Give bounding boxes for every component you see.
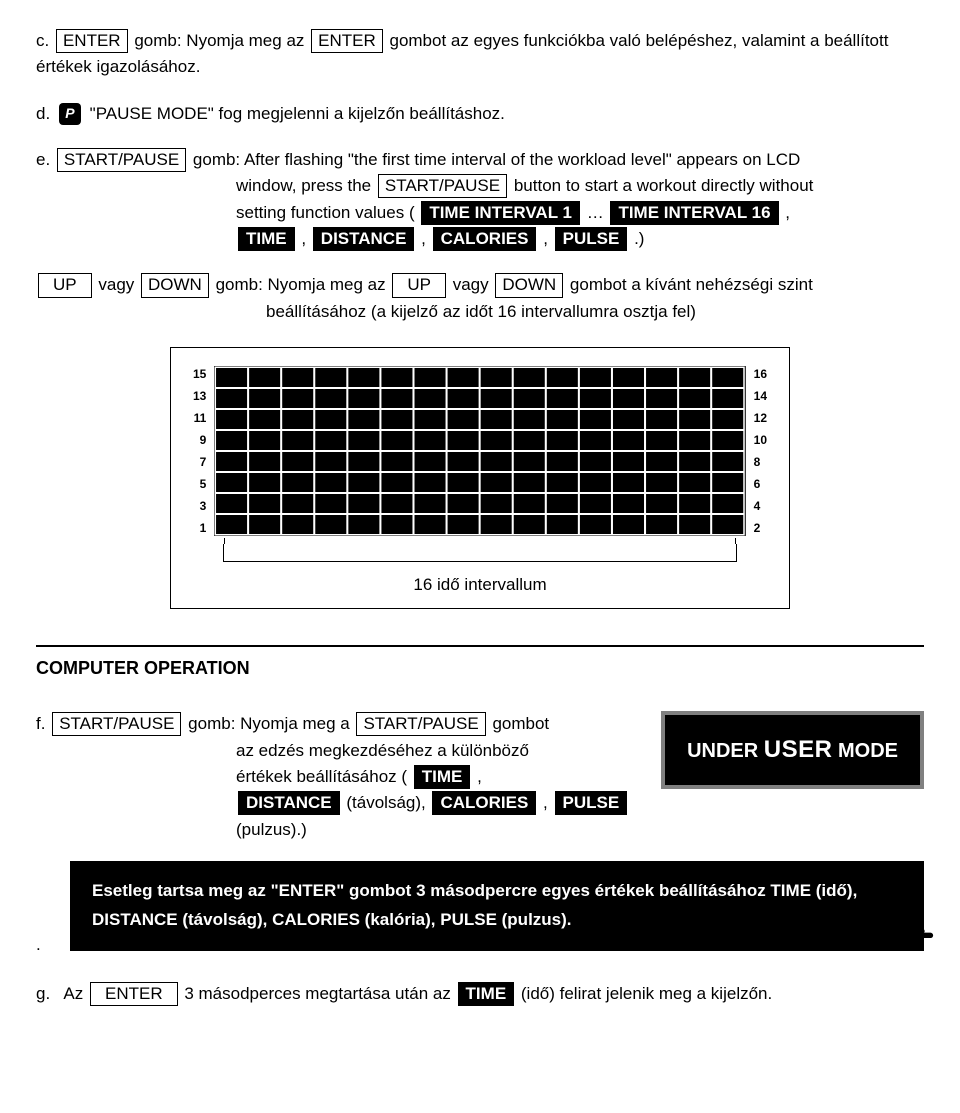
axis-tick: 12 xyxy=(754,412,767,424)
distance-label: DISTANCE xyxy=(238,791,340,815)
interval-chart: 15 13 11 9 7 5 3 1 16 14 12 10 8 6 4 2 16 idő interval… xyxy=(170,347,790,609)
text: window, press the xyxy=(236,176,376,195)
text: értékek beállításához ( xyxy=(236,767,412,786)
text: gombot a kívánt nehézségi szint xyxy=(570,275,813,294)
right-axis-labels: 16 14 12 10 8 6 4 2 xyxy=(746,366,767,536)
item-c: c. ENTER gomb: Nyomja meg az ENTER gombo… xyxy=(36,28,924,81)
axis-tick: 2 xyxy=(754,522,767,534)
note-marker: . xyxy=(36,861,70,960)
axis-tick: 11 xyxy=(193,412,206,424)
calories-label: CALORIES xyxy=(433,227,537,251)
text: , xyxy=(543,793,552,812)
pause-icon: P xyxy=(59,103,81,125)
text: UNDER xyxy=(687,740,764,762)
text: 3 másodperces megtartása után az xyxy=(184,984,455,1003)
text: gomb: After flashing "the first time int… xyxy=(193,150,800,169)
item-up-down: UP vagy DOWN gomb: Nyomja meg az UP vagy… xyxy=(36,272,924,325)
up-button-label: UP xyxy=(392,273,446,297)
text: … xyxy=(587,203,609,222)
text: beállításához (a kijelző az időt 16 inte… xyxy=(266,302,696,321)
start-pause-button-label: START/PAUSE xyxy=(52,712,181,736)
text: , xyxy=(301,229,310,248)
calories-label: CALORIES xyxy=(432,791,536,815)
item-f: f. START/PAUSE gomb: Nyomja meg a START/… xyxy=(36,711,924,843)
time-label: TIME xyxy=(458,982,515,1006)
text: vagy xyxy=(453,275,494,294)
text: , xyxy=(543,229,552,248)
text: gomb: Nyomja meg az xyxy=(216,275,391,294)
time-interval-16-label: TIME INTERVAL 16 xyxy=(610,201,778,225)
axis-tick: 5 xyxy=(193,478,206,490)
text: Az xyxy=(63,984,88,1003)
enter-button-label: ENTER xyxy=(90,982,178,1006)
time-label: TIME xyxy=(238,227,295,251)
pulse-label: PULSE xyxy=(555,227,628,251)
text: , xyxy=(785,203,790,222)
axis-tick: 7 xyxy=(193,456,206,468)
enter-button-label: ENTER xyxy=(311,29,383,53)
marker: e. xyxy=(36,150,50,169)
marker: g. xyxy=(36,984,50,1003)
text: , xyxy=(477,767,482,786)
marker: c. xyxy=(36,31,49,50)
distance-label: DISTANCE xyxy=(313,227,415,251)
time-label: TIME xyxy=(414,765,471,789)
left-axis-labels: 15 13 11 9 7 5 3 1 xyxy=(193,366,214,536)
axis-tick: 15 xyxy=(193,368,206,380)
text: USER xyxy=(764,736,833,763)
item-g: g. Az ENTER 3 másodperces megtartása utá… xyxy=(36,981,924,1007)
item-d: d. P "PAUSE MODE" fog megjelenni a kijel… xyxy=(36,101,924,127)
chart-caption: 16 idő intervallum xyxy=(193,572,767,598)
marker: f. xyxy=(36,714,45,733)
text: vagy xyxy=(98,275,139,294)
axis-tick: 6 xyxy=(754,478,767,490)
text: gomb: Nyomja meg az xyxy=(134,31,309,50)
text: (távolság), xyxy=(346,793,430,812)
axis-tick: 10 xyxy=(754,434,767,446)
axis-tick: 13 xyxy=(193,390,206,402)
text: , xyxy=(421,229,430,248)
note-text: Esetleg tartsa meg az "ENTER" gombot 3 m… xyxy=(92,881,857,929)
text: (pulzus).) xyxy=(236,820,307,839)
section-title: COMPUTER OPERATION xyxy=(36,655,924,683)
start-pause-button-label: START/PAUSE xyxy=(356,712,485,736)
up-button-label: UP xyxy=(38,273,92,297)
grid-graphic xyxy=(214,366,745,536)
note-box: Esetleg tartsa meg az "ENTER" gombot 3 m… xyxy=(70,861,924,951)
axis-tick: 1 xyxy=(193,522,206,534)
start-pause-button-label: START/PAUSE xyxy=(378,174,507,198)
under-user-mode-badge: UNDER USER MODE xyxy=(661,711,924,788)
text: button to start a workout directly witho… xyxy=(514,176,814,195)
axis-tick: 9 xyxy=(193,434,206,446)
text: gomb: Nyomja meg a xyxy=(188,714,354,733)
bracket-icon xyxy=(223,544,737,562)
text: .) xyxy=(634,229,644,248)
axis-tick: 14 xyxy=(754,390,767,402)
item-e: e. START/PAUSE gomb: After flashing "the… xyxy=(36,147,924,252)
axis-tick: 8 xyxy=(754,456,767,468)
axis-tick: 16 xyxy=(754,368,767,380)
text: setting function values ( xyxy=(236,203,419,222)
pointing-hand-icon: ☚ xyxy=(900,895,936,963)
start-pause-button-label: START/PAUSE xyxy=(57,148,186,172)
text: "PAUSE MODE" fog megjelenni a kijelzőn b… xyxy=(90,104,505,123)
pulse-label: PULSE xyxy=(555,791,628,815)
enter-button-label: ENTER xyxy=(56,29,128,53)
text: gombot xyxy=(492,714,549,733)
down-button-label: DOWN xyxy=(141,273,209,297)
divider xyxy=(36,645,924,647)
text: az edzés megkezdéséhez a különböző xyxy=(236,738,633,764)
text: (idő) felirat jelenik meg a kijelzőn. xyxy=(521,984,772,1003)
marker: d. xyxy=(36,104,50,123)
down-button-label: DOWN xyxy=(495,273,563,297)
time-interval-1-label: TIME INTERVAL 1 xyxy=(421,201,580,225)
text: MODE xyxy=(832,740,898,762)
axis-tick: 3 xyxy=(193,500,206,512)
axis-tick: 4 xyxy=(754,500,767,512)
